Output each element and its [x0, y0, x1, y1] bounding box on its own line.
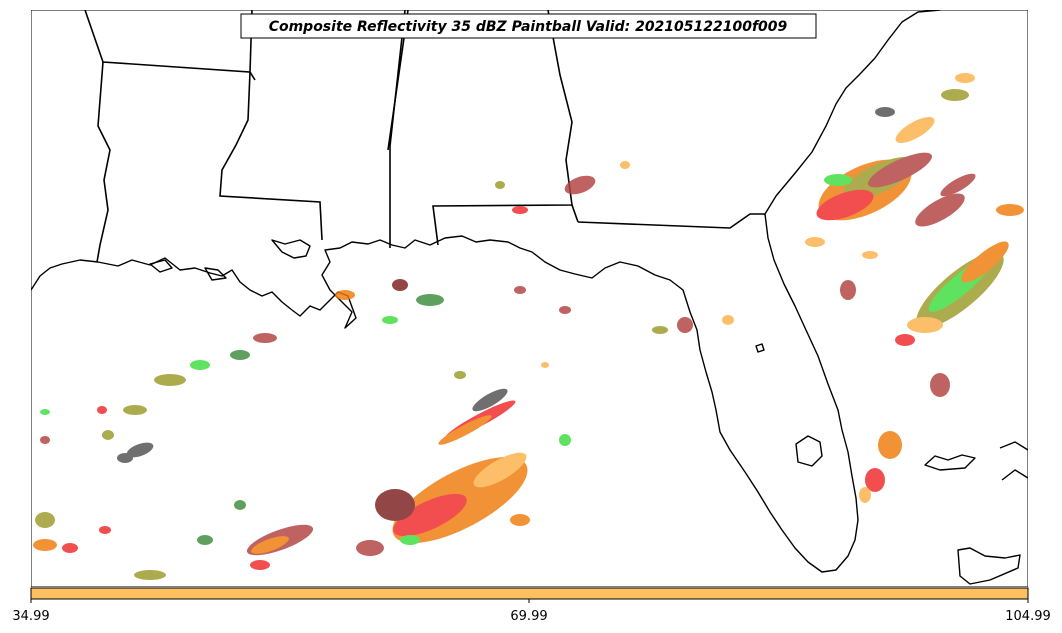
paintball-blob — [996, 204, 1024, 216]
colorbar: 34.99 69.99 104.99 — [12, 587, 1051, 624]
paintball-blob — [154, 374, 186, 386]
paintball-blob — [915, 193, 965, 227]
paintball-blob — [805, 237, 825, 247]
paintball-blob — [840, 280, 856, 300]
paintball-blob — [514, 286, 526, 294]
map-panel — [31, 10, 1028, 587]
paintball-blob — [559, 306, 571, 314]
paintball-blob — [895, 117, 935, 143]
paintball-blob — [940, 173, 976, 197]
paintball-blob — [62, 543, 78, 553]
paintball-blob — [99, 526, 111, 534]
paintball-blob — [40, 436, 50, 444]
paintball-blob — [512, 206, 528, 214]
paintball-blob — [559, 434, 571, 446]
paintball-blob — [620, 161, 630, 169]
paintball-blob — [824, 174, 852, 186]
colorbar-tick-label: 34.99 — [12, 609, 49, 624]
paintball-blob — [495, 181, 505, 189]
paintball-blob — [123, 405, 147, 415]
paintball-blob — [250, 560, 270, 570]
paintball-blob — [878, 431, 902, 459]
paintball-blob — [862, 251, 878, 259]
paintball-blob — [375, 489, 415, 521]
paintball-blob — [190, 360, 210, 370]
paintball-blob — [251, 536, 289, 554]
paintball-blob — [652, 326, 668, 334]
paintball-blob — [416, 294, 444, 306]
paintball-blob — [335, 290, 355, 300]
paintball-blob — [126, 442, 154, 458]
colorbar-tick-label: 104.99 — [1005, 609, 1051, 624]
paintball-blob — [961, 241, 1009, 283]
paintball-blob — [392, 279, 408, 291]
paintball-blob — [382, 316, 398, 324]
map-title-box: Composite Reflectivity 35 dBZ Paintball … — [240, 13, 817, 39]
paintball-blob — [510, 514, 530, 526]
paintball-blob — [454, 371, 466, 379]
paintball-blob — [907, 317, 943, 333]
paintball-blob — [564, 175, 596, 195]
paintball-blob — [197, 535, 213, 545]
paintball-blob — [97, 406, 107, 414]
paintball-blob — [134, 570, 166, 580]
paintball-blob — [356, 540, 384, 556]
map-title: Composite Reflectivity 35 dBZ Paintball … — [269, 19, 788, 35]
paintball-blob — [875, 107, 895, 117]
paintball-blob — [40, 409, 50, 415]
colorbar-fill — [30, 587, 1029, 600]
paintball-blob — [859, 487, 871, 503]
paintball-blob — [253, 333, 277, 343]
paintball-blob — [117, 453, 133, 463]
paintball-blob — [722, 315, 734, 325]
paintball-blob — [33, 539, 57, 551]
colorbar-tick-label: 69.99 — [510, 609, 547, 624]
paintball-blob — [230, 350, 250, 360]
paintball-blob — [473, 452, 527, 488]
paintball-blob — [955, 73, 975, 83]
paintball-blob — [895, 334, 915, 346]
state-borders — [84, 10, 765, 263]
paintball-blob — [472, 388, 508, 412]
paintball-blob — [867, 152, 933, 188]
paintball-blob — [541, 362, 549, 368]
paintball-blob — [930, 373, 950, 397]
paintball-layer — [33, 73, 1024, 580]
paintball-blob — [677, 317, 693, 333]
paintball-blob — [393, 493, 467, 537]
paintball-blob — [865, 468, 885, 492]
coastline — [31, 10, 1028, 585]
paintball-blob — [234, 500, 246, 510]
paintball-blob — [400, 535, 420, 545]
paintball-blob — [438, 415, 492, 445]
paintball-blob — [941, 89, 969, 101]
paintball-blob — [35, 512, 55, 528]
paintball-blob — [816, 189, 874, 221]
paintball-blob — [102, 430, 114, 440]
